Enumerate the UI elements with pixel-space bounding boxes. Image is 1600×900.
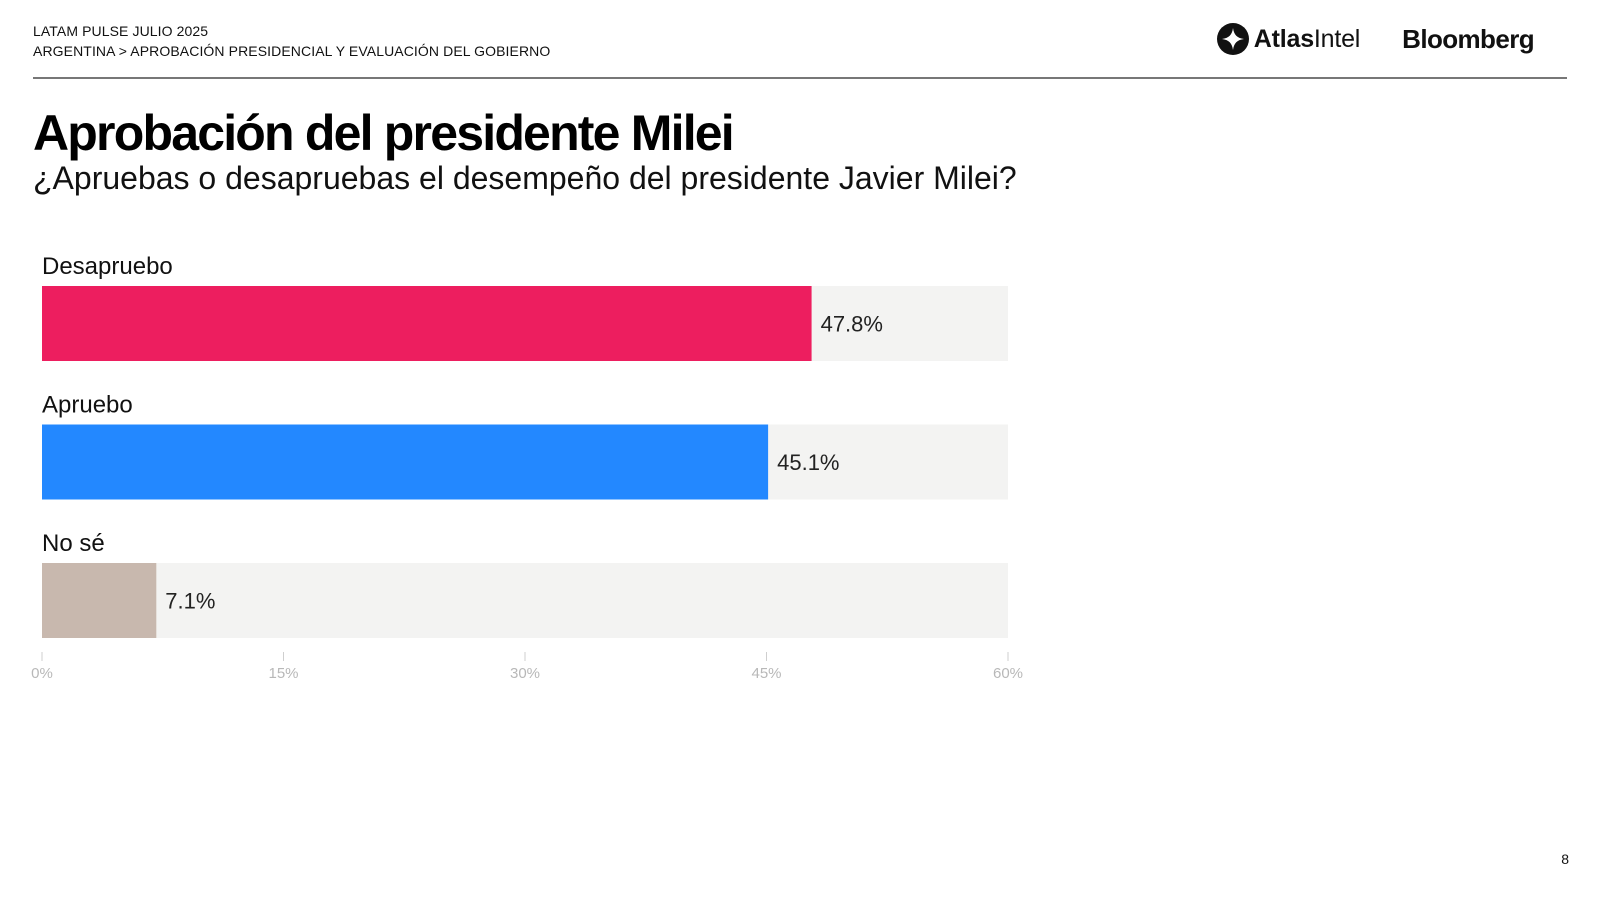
bar-no-se (42, 563, 157, 638)
report-header: LATAM PULSE JULIO 2025 ARGENTINA > APROB… (33, 21, 550, 61)
atlasintel-wordmark: AtlasIntel (1253, 24, 1361, 53)
breadcrumb: ARGENTINA > APROBACIÓN PRESIDENCIAL Y EV… (33, 43, 551, 59)
category-label-apruebo: Apruebo (42, 392, 133, 419)
header-divider (33, 77, 1567, 79)
value-label-no-se: 7.1% (165, 589, 215, 614)
logo-bar: AtlasIntel Bloomberg (1216, 22, 1535, 56)
value-label-desapruebo: 47.8% (821, 312, 883, 337)
question-subtitle: ¿Apruebas o desapruebas el desempeño del… (33, 160, 1017, 196)
category-label-no-se: No sé (42, 530, 105, 557)
tick-label-15: 15% (268, 665, 298, 682)
report-series-label: LATAM PULSE JULIO 2025 (33, 23, 209, 39)
value-label-apruebo: 45.1% (777, 450, 839, 475)
atlasintel-logo: AtlasIntel (1216, 22, 1360, 56)
bloomberg-logo: Bloomberg (1402, 23, 1534, 54)
approval-bar-chart: Desapruebo 47.8% Apruebo 45.1% No sé 7.1% 0% 15… (31, 253, 1023, 682)
tick-label-60: 60% (993, 665, 1023, 682)
category-label-desapruebo: Desapruebo (42, 253, 173, 280)
bar-track-no-se (42, 563, 1008, 638)
tick-label-45: 45% (751, 665, 781, 682)
bar-desapruebo (42, 286, 812, 361)
bar-apruebo (42, 424, 769, 500)
atlasintel-mark-icon (1216, 23, 1249, 55)
page-number: 8 (1561, 851, 1569, 867)
tick-label-30: 30% (510, 665, 540, 682)
page-title: Aprobación del presidente Milei (33, 105, 735, 161)
tick-label-0: 0% (31, 665, 53, 682)
